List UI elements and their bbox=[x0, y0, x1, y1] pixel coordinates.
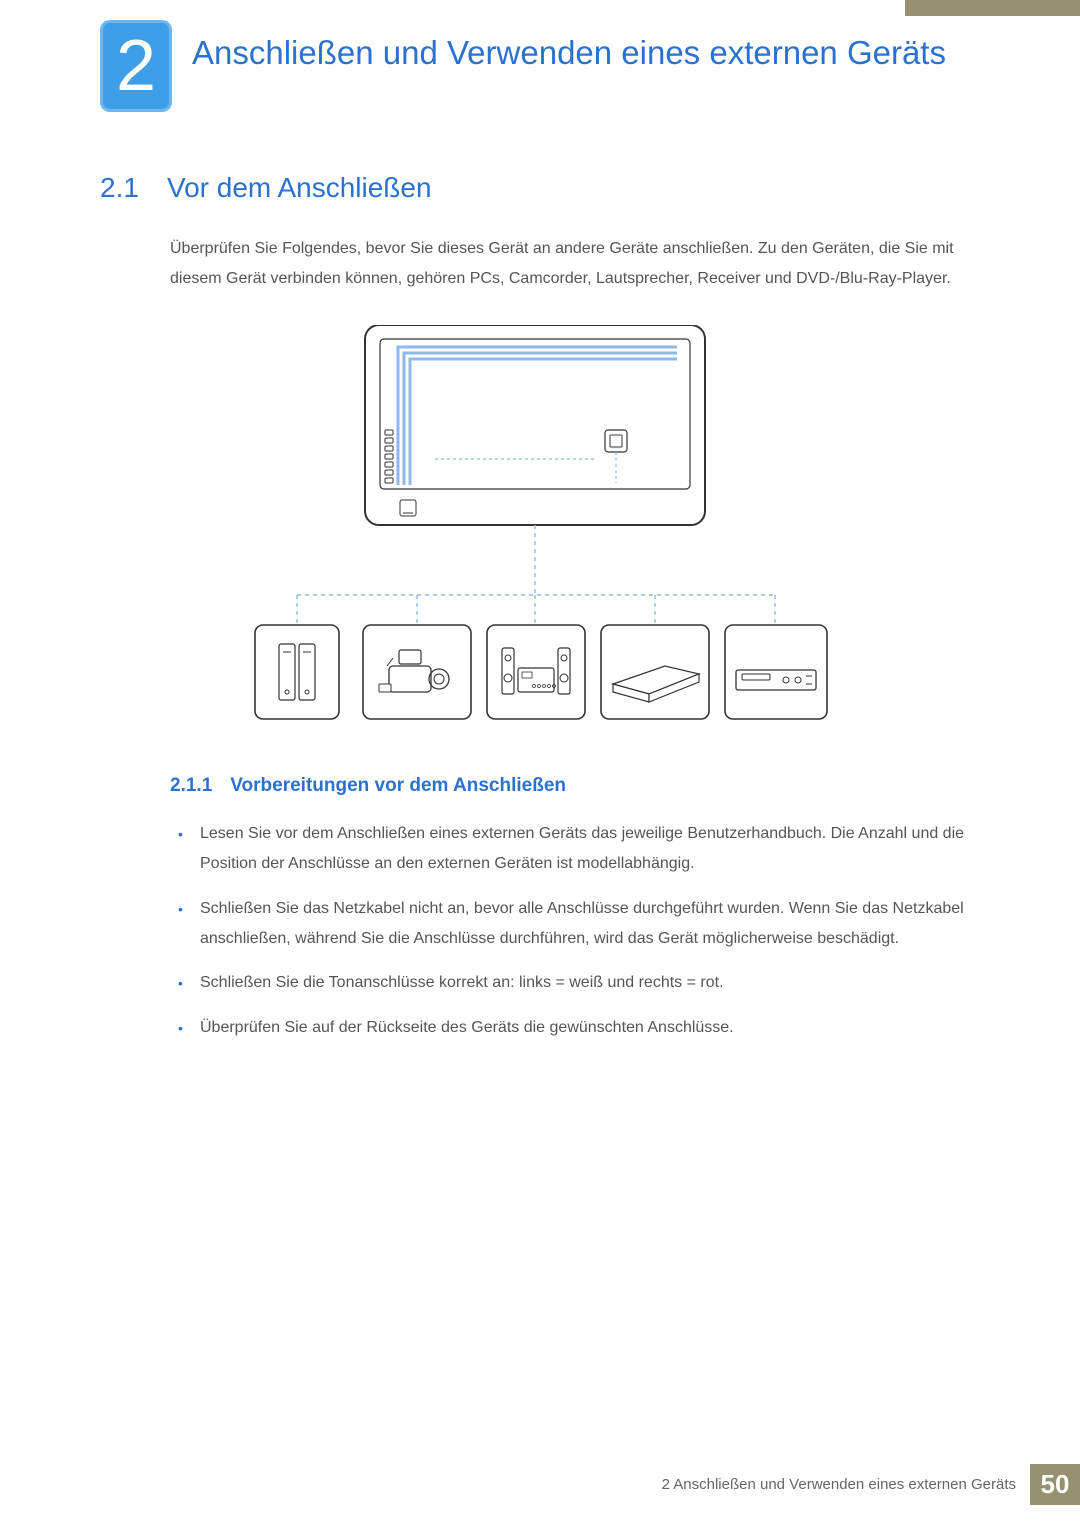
top-accent-bar bbox=[905, 0, 1080, 16]
section-heading: 2.1 Vor dem Anschließen bbox=[100, 172, 980, 204]
list-item: Schließen Sie das Netzkabel nicht an, be… bbox=[170, 894, 980, 955]
page-footer: 2 Anschließen und Verwenden eines extern… bbox=[648, 1464, 1080, 1505]
diagram-svg bbox=[235, 325, 845, 725]
chapter-title: Anschließen und Verwenden eines externen… bbox=[192, 20, 946, 75]
section-intro: Überprüfen Sie Folgendes, bevor Sie dies… bbox=[170, 234, 980, 295]
chapter-number: 2 bbox=[116, 30, 156, 102]
list-item: Schließen Sie die Tonanschlüsse korrekt … bbox=[170, 968, 980, 998]
section-number: 2.1 bbox=[100, 172, 139, 204]
chapter-number-box: 2 bbox=[100, 20, 172, 112]
connection-diagram bbox=[100, 325, 980, 725]
footer-text: 2 Anschließen und Verwenden eines extern… bbox=[648, 1464, 1030, 1505]
section-title: Vor dem Anschließen bbox=[167, 172, 432, 204]
subsection-number: 2.1.1 bbox=[170, 775, 212, 797]
page-number: 50 bbox=[1030, 1464, 1080, 1505]
subsection-title: Vorbereitungen vor dem Anschließen bbox=[230, 775, 566, 797]
bullet-list: Lesen Sie vor dem Anschließen eines exte… bbox=[170, 819, 980, 1043]
subsection-heading: 2.1.1 Vorbereitungen vor dem Anschließen bbox=[170, 775, 980, 797]
chapter-header: 2 Anschließen und Verwenden eines extern… bbox=[0, 0, 1080, 112]
list-item: Lesen Sie vor dem Anschließen eines exte… bbox=[170, 819, 980, 880]
page-content: 2.1 Vor dem Anschließen Überprüfen Sie F… bbox=[0, 112, 1080, 1043]
list-item: Überprüfen Sie auf der Rückseite des Ger… bbox=[170, 1013, 980, 1043]
